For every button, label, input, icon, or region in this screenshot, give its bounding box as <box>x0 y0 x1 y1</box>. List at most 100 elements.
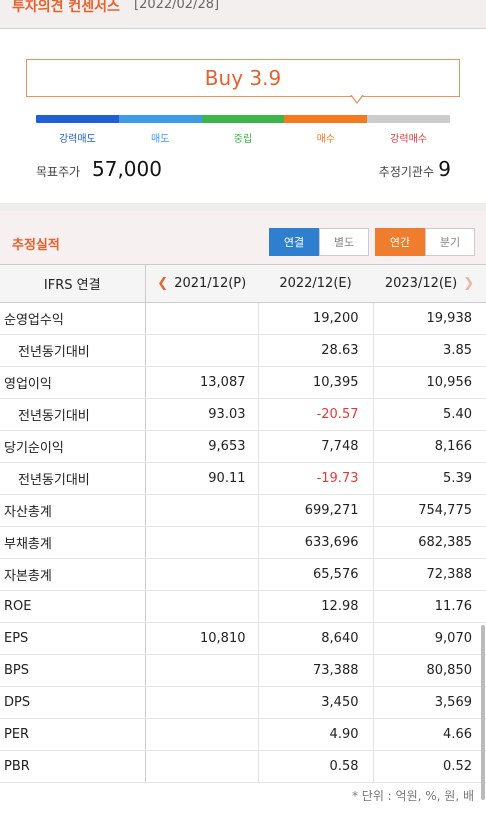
row-label: PER <box>0 718 145 751</box>
table-cell <box>144 750 259 783</box>
scope-consolidated-button[interactable]: 연결 <box>269 228 319 256</box>
unit-note: * 단위 : 억원, %, 원, 배 <box>351 789 474 803</box>
scale-segment <box>36 115 119 123</box>
row-label: 자산총계 <box>0 494 145 527</box>
scale-label: 강력매도 <box>58 134 96 145</box>
row-label: EPS <box>0 622 145 655</box>
scale-segment <box>284 115 368 123</box>
table-cell: 682,385 <box>373 526 486 559</box>
target-price-value: 57,000 <box>92 157 162 181</box>
row-label: BPS <box>0 654 145 687</box>
table-cell: 93.03 <box>144 398 259 431</box>
table-cell <box>144 302 259 335</box>
row-label: 전년동기대비 <box>0 462 145 495</box>
period-quarterly-button[interactable]: 분기 <box>425 228 475 256</box>
table-cell <box>144 718 259 751</box>
table-row: BPS 73,388 80,850 <box>0 654 486 687</box>
row-label: PBR <box>0 750 145 783</box>
table-cell: 8,640 <box>258 622 374 655</box>
table-cell: 9,070 <box>373 622 486 655</box>
row-label: 전년동기대비 <box>0 398 145 431</box>
table-row: 전년동기대비 93.03 -20.57 5.40 <box>0 398 486 431</box>
table-cell: 65,576 <box>258 558 374 591</box>
table-cell: 5.39 <box>373 462 486 495</box>
table-header-row: IFRS 연결 ❮ 2021/12(P) 2022/12(E) 2023/12(E… <box>0 264 486 303</box>
scale-segment <box>367 115 450 123</box>
table-cell: 13,087 <box>144 366 259 399</box>
scope-separate-button[interactable]: 별도 <box>319 228 369 256</box>
table-cell: 754,775 <box>373 494 486 527</box>
table-cell: 3.85 <box>373 334 486 367</box>
row-label: 자본총계 <box>0 558 145 591</box>
table-row: 전년동기대비 90.11 -19.73 5.39 <box>0 462 486 495</box>
scale-label: 매도 <box>150 134 170 145</box>
table-cell: 3,569 <box>373 686 486 719</box>
rating-scale-labels: 강력매도 매도 중립 매수 강력매수 <box>36 130 450 145</box>
row-label: 부채총계 <box>0 526 145 559</box>
scale-label: 중립 <box>233 134 253 145</box>
table-row: 당기순이익 9,653 7,748 8,166 <box>0 430 486 463</box>
table-cell <box>144 654 259 687</box>
table-cell: 10,810 <box>144 622 259 655</box>
row-label: 순영업수익 <box>0 302 145 335</box>
table-cell <box>144 526 259 559</box>
institutions-value: 9 <box>438 157 451 181</box>
column-header-2023: 2023/12(E) ❯ <box>373 264 486 303</box>
table-cell: 72,388 <box>373 558 486 591</box>
table-cell: -20.57 <box>258 398 374 431</box>
table-row: ROE 12.98 11.76 <box>0 590 486 623</box>
table-cell: 8,166 <box>373 430 486 463</box>
rating-scale-bar <box>36 115 450 123</box>
table-cell <box>144 558 259 591</box>
table-cell: 19,200 <box>258 302 374 335</box>
table-cell: 633,696 <box>258 526 374 559</box>
table-cell: 3,450 <box>258 686 374 719</box>
column-header-label: 2021/12(P) <box>174 276 247 291</box>
column-header-2021: ❮ 2021/12(P) <box>144 264 258 303</box>
table-row: 순영업수익 19,200 19,938 <box>0 302 486 335</box>
scale-label: 강력매수 <box>390 134 427 145</box>
consensus-title: 투자의견 컨센서스 <box>12 0 120 15</box>
period-toggle: 연간 분기 <box>375 228 475 256</box>
chevron-left-icon[interactable]: ❮ <box>157 276 169 291</box>
table-cell: 0.58 <box>258 750 374 783</box>
table-cell: 73,388 <box>258 654 374 687</box>
period-annual-button[interactable]: 연간 <box>375 228 425 256</box>
row-label: 당기순이익 <box>0 430 145 463</box>
table-cell <box>144 686 259 719</box>
scrollbar[interactable] <box>481 625 485 800</box>
row-label: 전년동기대비 <box>0 334 145 367</box>
target-price-label: 목표주가 <box>36 165 81 179</box>
table-cell: -19.73 <box>258 462 374 495</box>
table-cell: 9,653 <box>144 430 259 463</box>
table-cell <box>144 494 259 527</box>
table-row: 자산총계 699,271 754,775 <box>0 494 486 527</box>
column-header-ifrs: IFRS 연결 <box>0 264 145 303</box>
table-row: PBR 0.58 0.52 <box>0 750 486 783</box>
estimates-table: IFRS 연결 ❮ 2021/12(P) 2022/12(E) 2023/12(E… <box>0 264 486 783</box>
table-row: DPS 3,450 3,569 <box>0 686 486 719</box>
row-label: DPS <box>0 686 145 719</box>
rating-text: Buy 3.9 <box>204 66 282 90</box>
estimates-title: 추정실적 <box>12 238 60 253</box>
table-row: EPS 10,810 8,640 9,070 <box>0 622 486 655</box>
rating-pointer-icon <box>350 94 364 104</box>
table-cell: 90.11 <box>144 462 259 495</box>
table-cell: 699,271 <box>258 494 374 527</box>
chevron-right-icon[interactable]: ❯ <box>463 276 475 291</box>
scale-segment <box>201 115 285 123</box>
table-cell: 80,850 <box>373 654 486 687</box>
table-row: 영업이익 13,087 10,395 10,956 <box>0 366 486 399</box>
table-row: 전년동기대비 28.63 3.85 <box>0 334 486 367</box>
table-row: PER 4.90 4.66 <box>0 718 486 751</box>
table-cell: 28.63 <box>258 334 374 367</box>
table-cell: 19,938 <box>373 302 486 335</box>
consensus-header: 투자의견 컨센서스 [2022/02/28] <box>0 0 486 29</box>
table-row: 부채총계 633,696 682,385 <box>0 526 486 559</box>
rating-box: Buy 3.9 <box>26 59 460 97</box>
table-cell: 10,395 <box>258 366 374 399</box>
table-cell: 5.40 <box>373 398 486 431</box>
table-cell <box>144 590 259 623</box>
table-cell: 12.98 <box>258 590 374 623</box>
table-cell: 10,956 <box>373 366 486 399</box>
